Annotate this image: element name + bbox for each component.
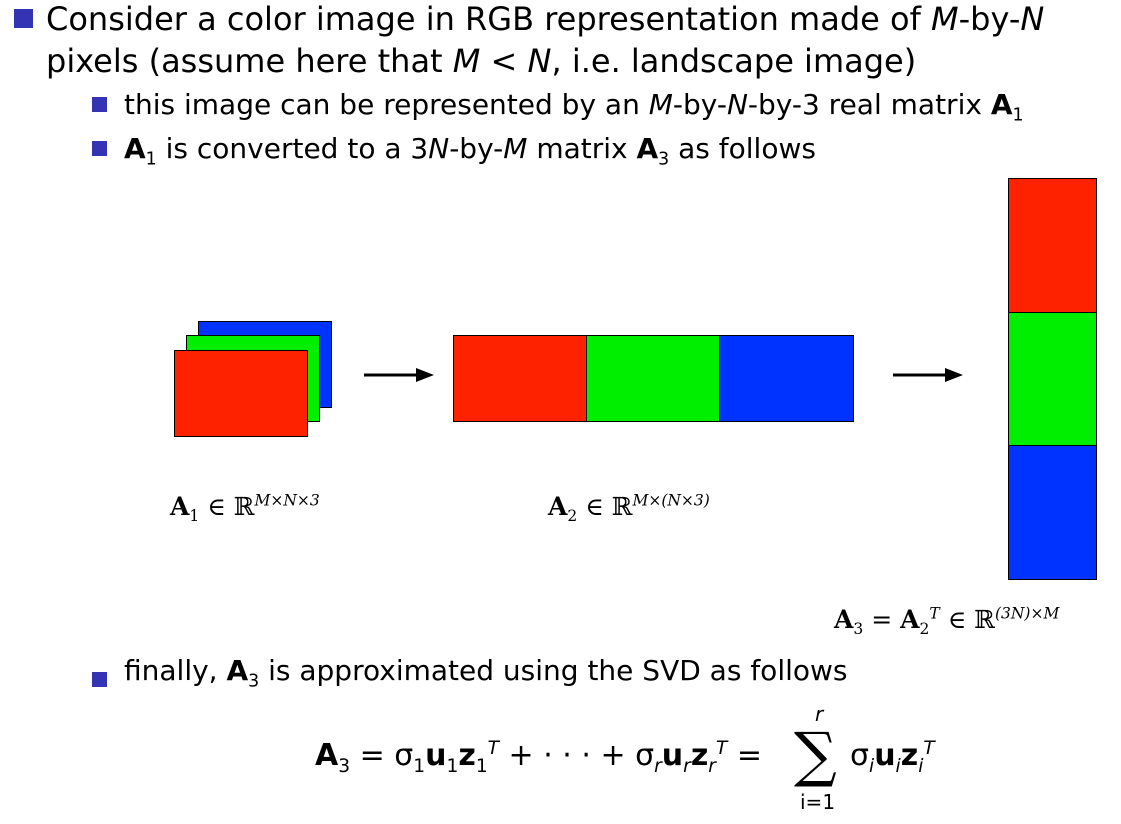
red-layer [174,350,308,437]
a2-green-block [586,335,721,422]
sub-bullet-2: A1 is converted to a 3N-by-M matrix A3 a… [124,132,816,170]
summation-sign: ∑ [794,720,837,790]
sum-term: σiuiziT [850,738,935,777]
label-a2: A2 ∈ ℝM×(N×3) [548,491,710,525]
bullet-square-icon [14,9,33,28]
sum-upper-limit: r [815,702,824,726]
svd-equation: A3 = σ1u1z1T + · · · + σrurzrT = [315,738,762,777]
bullet1-line2: pixels (assume here that M < N, i.e. lan… [46,42,917,80]
sub-bullet-3: finally, A3 is approximated using the SV… [124,654,848,692]
right-arrow-icon [364,368,434,382]
a2-red-block [453,335,588,422]
a3-blue-block [1008,445,1097,580]
sub-bullet-1: this image can be represented by an M-by… [124,88,1024,126]
sum-lower-limit: i=1 [800,790,836,814]
right-arrow-icon [893,368,963,382]
a3-green-block [1008,312,1097,448]
label-a1: A1 ∈ ℝM×N×3 [170,491,320,525]
label-a3: A3 = A2T ∈ ℝ(3N)×M [834,604,1060,638]
bullet1-line1: Consider a color image in RGB representa… [46,0,1045,38]
a3-red-block [1008,178,1097,314]
sub-bullet-square-icon [92,672,107,687]
sub-bullet-square-icon [92,141,107,156]
sub-bullet-square-icon [92,97,107,112]
a2-blue-block [719,335,854,422]
